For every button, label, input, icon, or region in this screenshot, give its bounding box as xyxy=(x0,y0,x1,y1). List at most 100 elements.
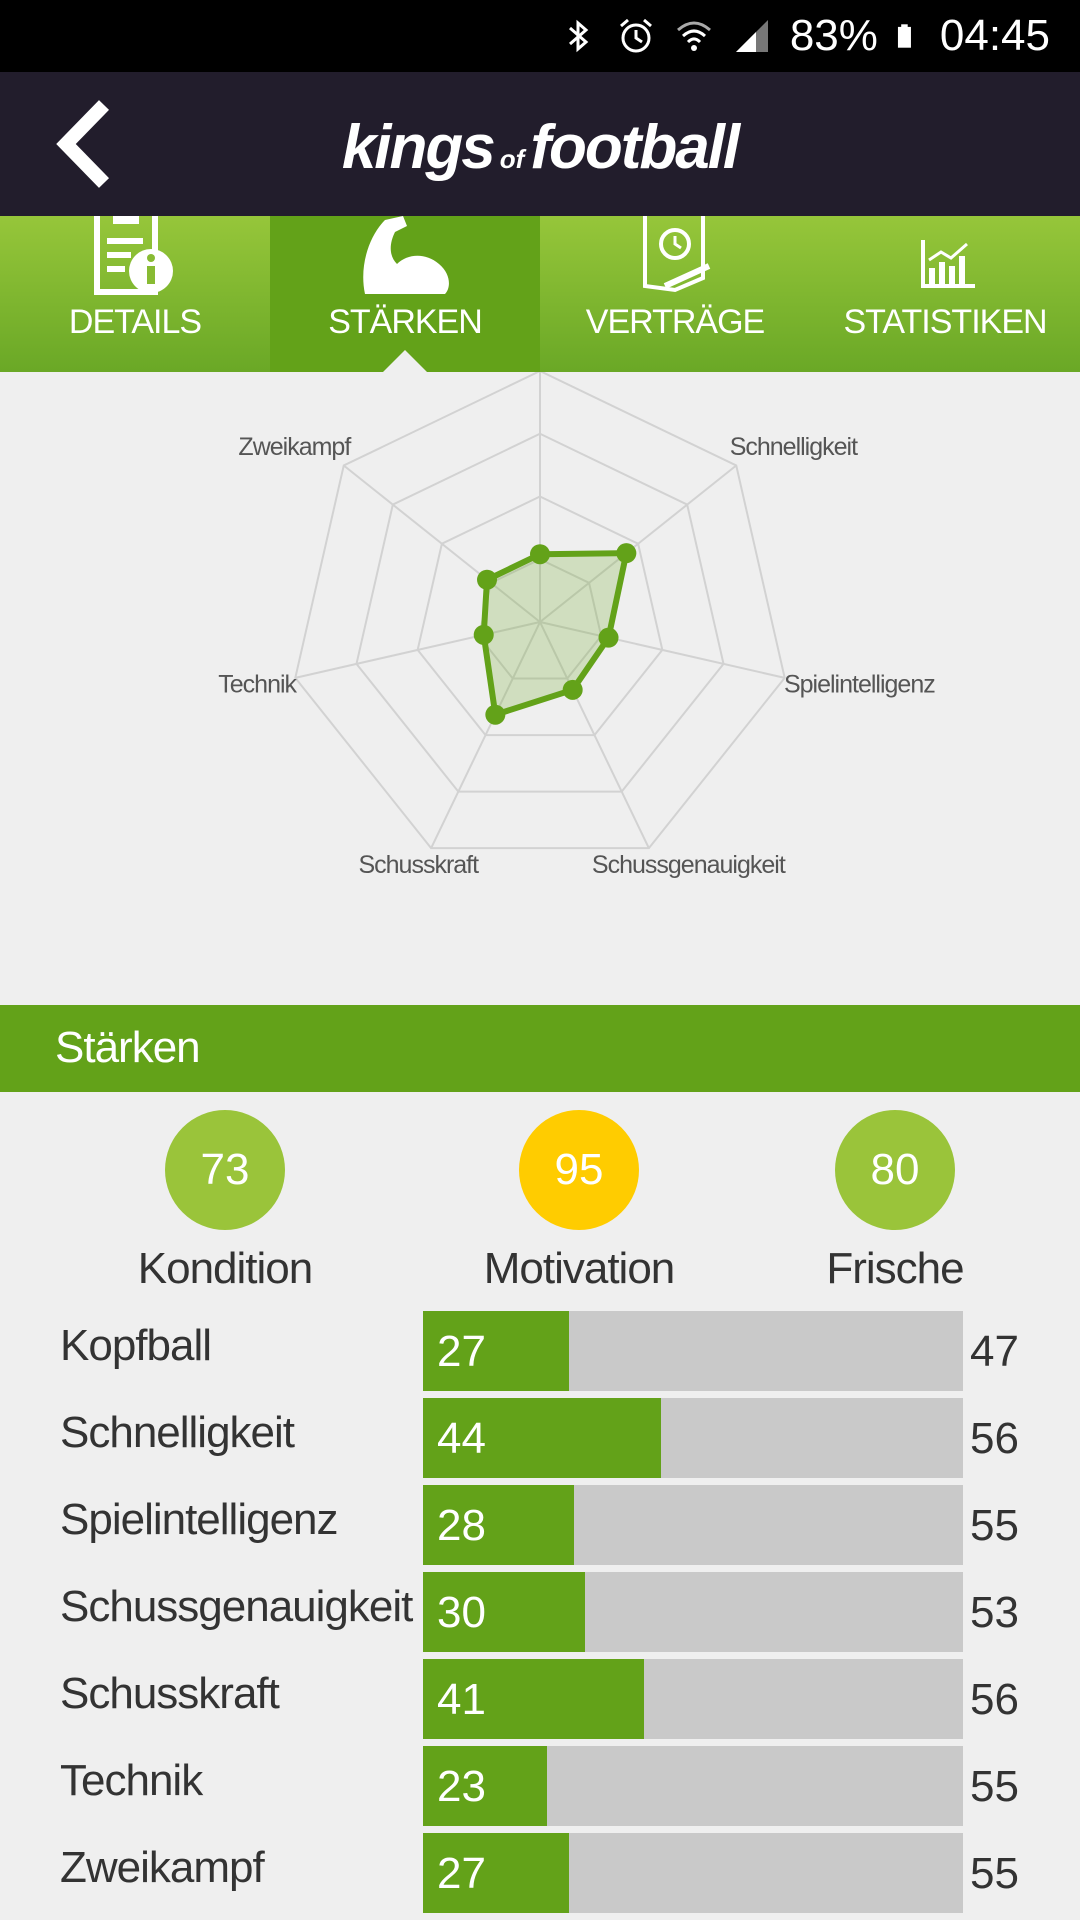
attribute-max: 55 xyxy=(970,1762,1019,1811)
stat-frische: 80 Frische xyxy=(745,1110,1045,1294)
attribute-bar-fill: 23 xyxy=(423,1746,548,1826)
attribute-max: 55 xyxy=(970,1849,1019,1898)
radar-grid-ring xyxy=(355,432,725,793)
stat-motivation: 95 Motivation xyxy=(429,1110,729,1294)
battery-percent: 83% xyxy=(789,11,878,60)
radar-axis-line xyxy=(539,621,785,679)
document-info-icon xyxy=(94,216,173,295)
radar-point xyxy=(616,543,637,564)
section-title: Stärken xyxy=(55,1023,201,1072)
section-header: Stärken xyxy=(0,1005,1080,1092)
attribute-bar-fill: 44 xyxy=(423,1398,661,1478)
attribute-bar-track: 27 xyxy=(423,1833,963,1913)
radar-point xyxy=(530,544,550,565)
attribute-row: Schnelligkeit 44 56 xyxy=(0,1398,1080,1478)
alarm-icon xyxy=(619,18,652,53)
tab-label: VERTRÄGE xyxy=(585,303,765,341)
attribute-name: Schnelligkeit xyxy=(60,1408,295,1457)
radar-axis-label: Schussgenauigkeit xyxy=(592,851,786,879)
stat-label: Kondition xyxy=(137,1244,313,1293)
attribute-row: Technik 23 55 xyxy=(0,1746,1080,1826)
attribute-value: 27 xyxy=(437,1849,486,1898)
attribute-name: Technik xyxy=(60,1756,203,1805)
attribute-row: Kopfball 27 47 xyxy=(0,1311,1080,1391)
attribute-value: 41 xyxy=(437,1675,486,1724)
radar-axis-line xyxy=(430,621,541,849)
attribute-bar-track: 23 xyxy=(423,1746,963,1826)
bluetooth-icon xyxy=(568,19,589,53)
attribute-max: 55 xyxy=(970,1501,1019,1550)
tab-bar: DETAILS STÄRKEN VERTRÄGE STATISTIKEN xyxy=(0,216,1080,372)
tab-staerken[interactable]: STÄRKEN xyxy=(270,216,540,372)
app-logo: kings offootball xyxy=(341,113,740,182)
radar-axis-label: Schnelligkeit xyxy=(730,433,858,461)
attribute-bar-track: 30 xyxy=(423,1572,963,1652)
tab-label: STÄRKEN xyxy=(328,303,483,341)
radar-point xyxy=(477,569,498,590)
back-button[interactable] xyxy=(36,96,132,192)
stat-label: Motivation xyxy=(483,1244,676,1293)
attribute-name: Kopfball xyxy=(60,1321,212,1370)
radar-axis-line xyxy=(295,621,541,679)
attribute-max: 56 xyxy=(970,1675,1019,1724)
app-header: kings offootball xyxy=(0,72,1080,216)
radar-axis-line xyxy=(343,464,541,623)
tab-label: STATISTIKEN xyxy=(843,303,1047,341)
battery-icon xyxy=(897,24,911,48)
attribute-value: 28 xyxy=(437,1501,486,1550)
attribute-bar-fill: 30 xyxy=(423,1572,585,1652)
tab-label: DETAILS xyxy=(68,303,202,341)
wifi-icon xyxy=(676,21,711,51)
stat-circle: 80 xyxy=(835,1110,955,1230)
chevron-left-icon xyxy=(56,100,110,188)
attribute-name: Schusskraft xyxy=(60,1669,280,1718)
attribute-name: Spielintelligenz xyxy=(60,1495,339,1544)
radar-axis-line xyxy=(539,464,737,623)
stat-circle: 73 xyxy=(165,1110,285,1230)
attribute-value: 44 xyxy=(437,1414,486,1463)
attribute-bar-track: 28 xyxy=(423,1485,963,1565)
radar-point xyxy=(473,624,494,645)
flexed-biceps-icon xyxy=(363,216,449,294)
contract-clock-icon xyxy=(643,216,711,293)
radar-point xyxy=(598,627,619,648)
attribute-row: Spielintelligenz 28 55 xyxy=(0,1485,1080,1565)
radar-axis-label: Spielintelligenz xyxy=(784,671,935,699)
status-bar: 83% 04:45 xyxy=(0,0,1080,72)
attribute-bar-track: 41 xyxy=(423,1659,963,1739)
radar-grid-ring xyxy=(416,495,664,737)
clock: 04:45 xyxy=(939,11,1050,60)
tab-statistiken[interactable]: STATISTIKEN xyxy=(810,216,1080,372)
attribute-bar-fill: 28 xyxy=(423,1485,575,1565)
attribute-name: Zweikampf xyxy=(60,1843,265,1892)
strengths-radar-chart: KopfballSchnelligkeitSpielintelligenzSch… xyxy=(218,372,936,879)
attribute-row: Schussgenauigkeit 30 53 xyxy=(0,1572,1080,1652)
bar-chart-icon xyxy=(921,240,975,288)
radar-axis-label: Technik xyxy=(218,671,297,699)
signal-icon xyxy=(735,20,768,52)
attribute-row: Zweikampf 27 55 xyxy=(0,1833,1080,1913)
radar-axis-label: Zweikampf xyxy=(238,433,351,461)
attribute-row: Schusskraft 41 56 xyxy=(0,1659,1080,1739)
radar-axis-label: Schusskraft xyxy=(358,851,479,879)
attribute-bar-fill: 27 xyxy=(423,1311,569,1391)
stat-label: Frische xyxy=(826,1244,964,1293)
attribute-bar-track: 44 xyxy=(423,1398,963,1478)
attribute-bar-fill: 41 xyxy=(423,1659,645,1739)
radar-axis-line xyxy=(539,621,650,849)
stat-kondition: 73 Kondition xyxy=(75,1110,375,1294)
radar-grid-ring xyxy=(294,372,786,850)
tab-vertraege[interactable]: VERTRÄGE xyxy=(540,216,810,372)
radar-point xyxy=(485,704,506,725)
attribute-value: 27 xyxy=(437,1327,486,1376)
stat-circle: 95 xyxy=(519,1110,639,1230)
attribute-name: Schussgenauigkeit xyxy=(60,1582,413,1631)
attribute-bar-track: 27 xyxy=(423,1311,963,1391)
attribute-bar-fill: 27 xyxy=(423,1833,569,1913)
attribute-value: 23 xyxy=(437,1762,486,1811)
attribute-value: 30 xyxy=(437,1588,486,1637)
radar-point xyxy=(562,679,583,700)
tab-details[interactable]: DETAILS xyxy=(0,216,270,372)
attribute-max: 56 xyxy=(970,1414,1019,1463)
attribute-max: 53 xyxy=(970,1588,1019,1637)
